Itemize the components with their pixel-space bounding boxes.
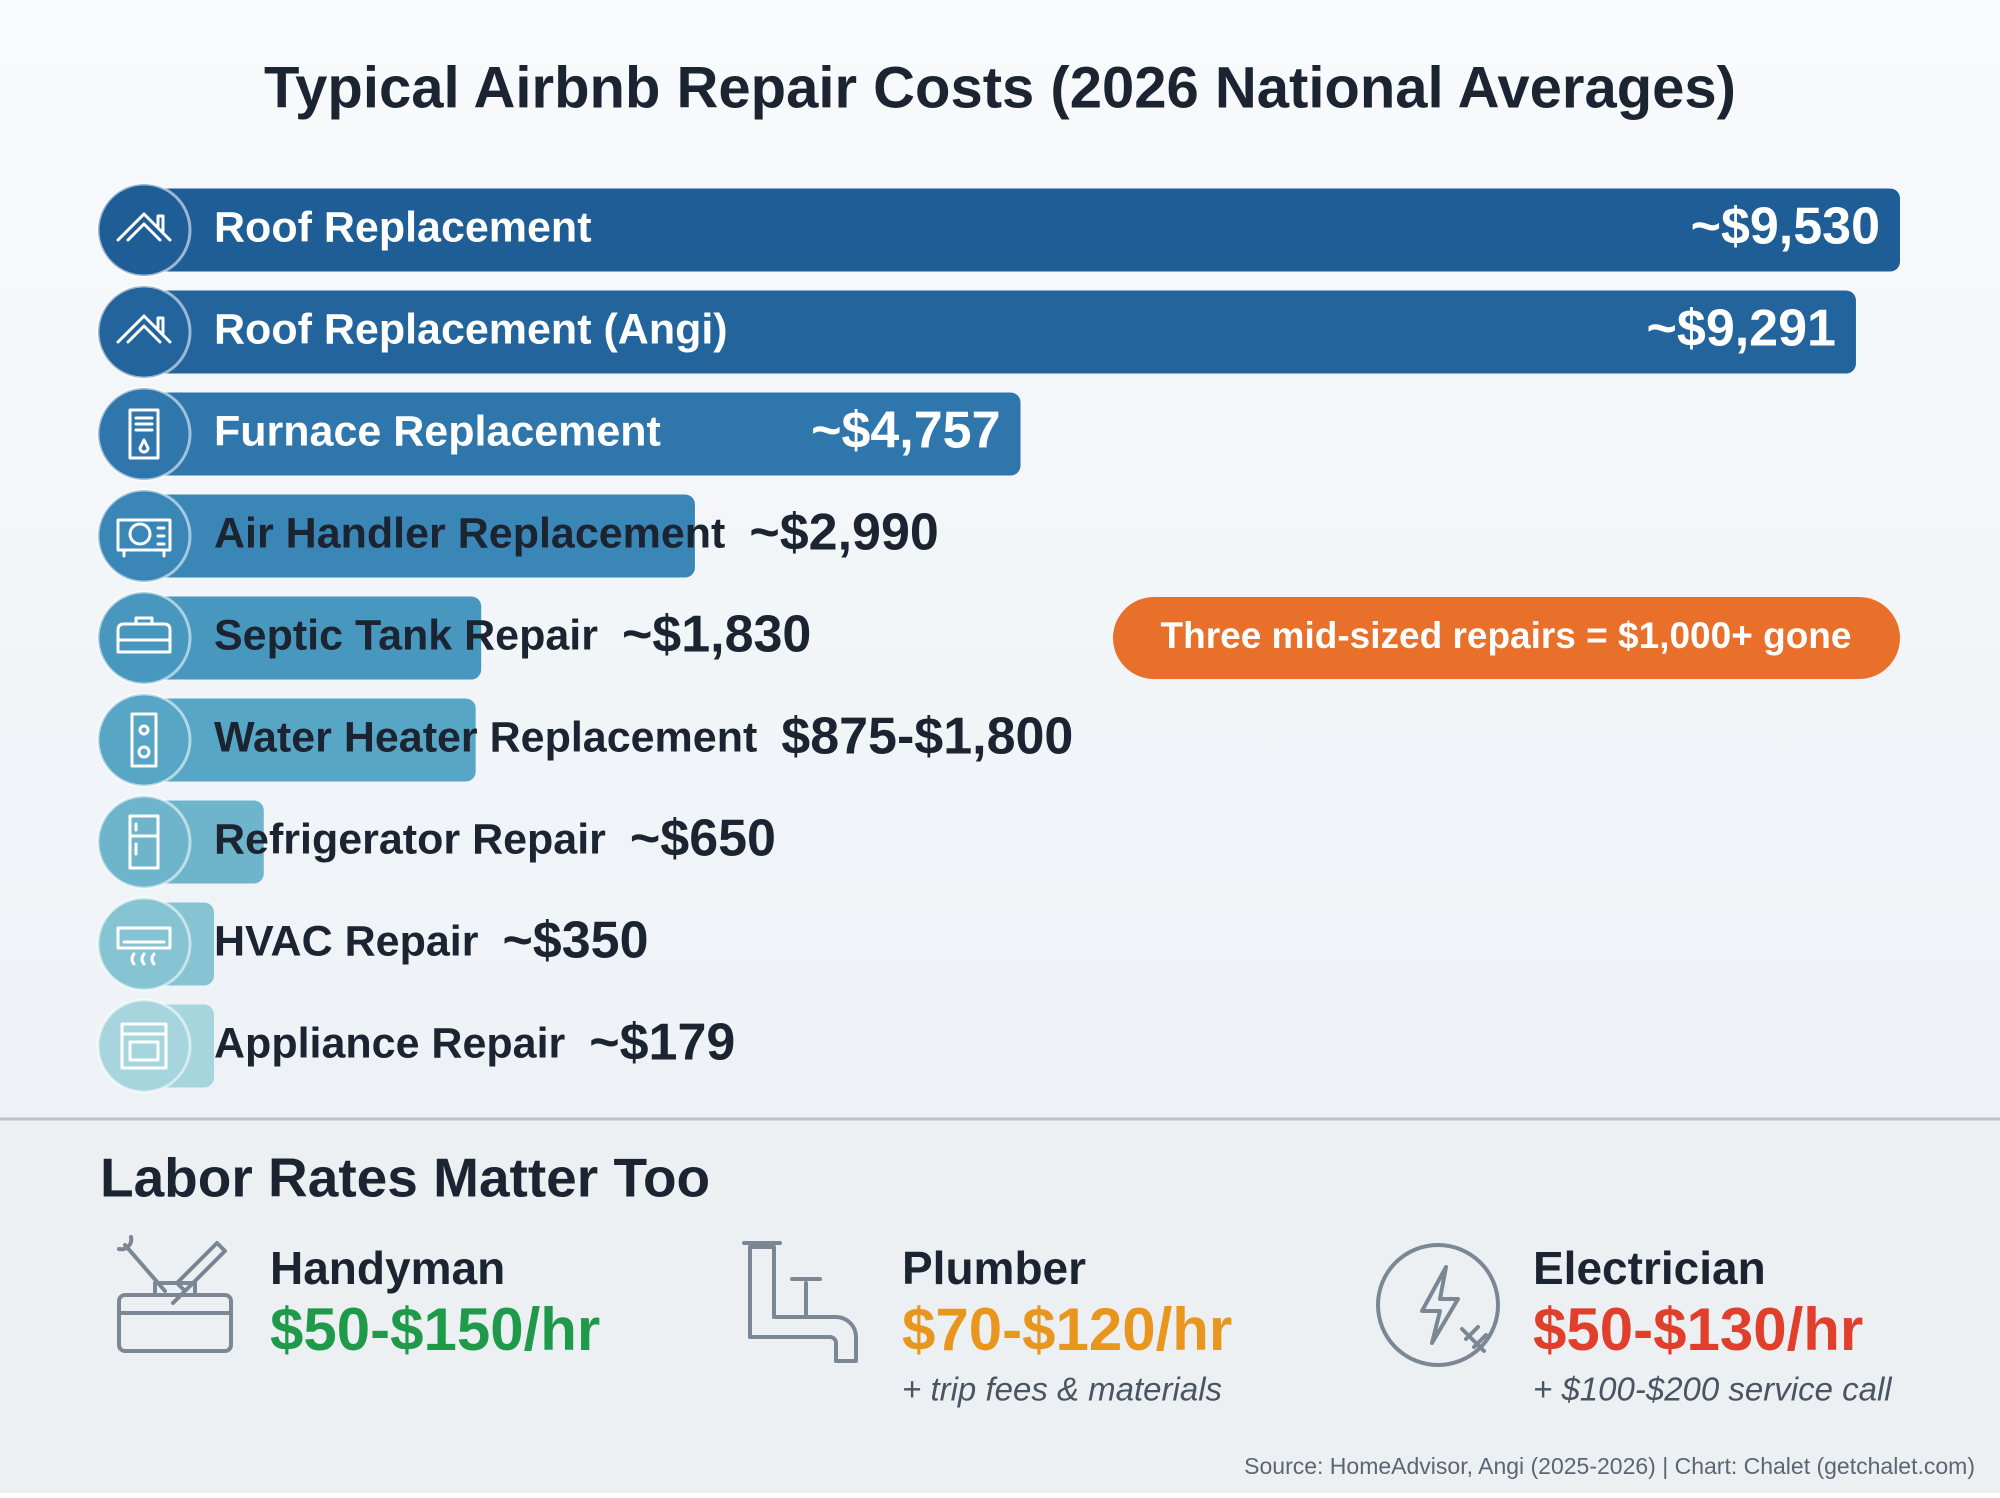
- category-label: Water Heater Replacement: [214, 713, 757, 761]
- bar-icon-circle: [96, 896, 192, 992]
- category-label: Roof Replacement: [214, 203, 592, 251]
- bar-icon-circle: [96, 386, 192, 482]
- plumber-icon: [742, 1241, 858, 1363]
- labor-rate: $50-$150/hr: [270, 1296, 600, 1363]
- lower-panel: [0, 1119, 2000, 1493]
- source-note: Source: HomeAdvisor, Angi (2025-2026) | …: [1244, 1453, 1975, 1479]
- value-label: ~$4,757: [811, 402, 1000, 460]
- bar-icon: [128, 408, 160, 460]
- labor-name: Handyman: [270, 1242, 505, 1294]
- labor-title: Labor Rates Matter Too: [100, 1147, 710, 1209]
- electrician-icon: [1376, 1243, 1500, 1367]
- value-label: $875-$1,800: [781, 708, 1073, 766]
- bar-icon: [116, 616, 172, 654]
- bar-icon: [120, 1022, 168, 1070]
- bar: [144, 392, 1021, 476]
- bar-icon-circle: [96, 284, 192, 380]
- category-label: HVAC Repair: [214, 917, 479, 965]
- handyman-icon: [117, 1235, 233, 1353]
- labor-name: Electrician: [1533, 1242, 1766, 1294]
- bar: [144, 494, 695, 578]
- bar-chart: Roof Replacement ~$9,530 Roof Replacement …: [96, 182, 1900, 1094]
- labor-rate: $50-$130/hr: [1533, 1296, 1863, 1363]
- bar-icon: [128, 814, 160, 870]
- annotation-pill: [1113, 597, 1900, 679]
- bar: [144, 188, 1900, 272]
- bar: [144, 596, 482, 680]
- value-label: ~$1,830: [622, 606, 811, 664]
- value-label: ~$179: [589, 1014, 735, 1072]
- bar: [144, 698, 476, 782]
- labor-name: Plumber: [902, 1242, 1086, 1294]
- bar-icon-circle: [96, 182, 192, 278]
- bar-icon-circle: [96, 590, 192, 686]
- bar-icon: [130, 712, 158, 768]
- chart-title: Typical Airbnb Repair Costs (2026 Nation…: [264, 55, 1736, 120]
- category-label: Roof Replacement (Angi): [214, 305, 728, 353]
- value-label: ~$9,291: [1647, 300, 1836, 358]
- bar-icon: [116, 314, 172, 344]
- bar-icon-circle: [96, 794, 192, 890]
- labor-note: + $100-$200 service call: [1533, 1371, 1893, 1408]
- bar: [144, 290, 1856, 374]
- value-label: ~$2,990: [749, 504, 938, 562]
- labor-rate: $70-$120/hr: [902, 1296, 1232, 1363]
- category-label: Refrigerator Repair: [214, 815, 606, 863]
- labor-note: + trip fees & materials: [902, 1371, 1222, 1408]
- value-label: ~$650: [630, 810, 776, 868]
- category-label: Furnace Replacement: [214, 407, 661, 455]
- bar-icon-circle: [96, 998, 192, 1094]
- category-label: Appliance Repair: [214, 1019, 566, 1067]
- category-label: Septic Tank Repair: [214, 611, 598, 659]
- value-label: ~$350: [502, 912, 648, 970]
- annotation: Three mid-sized repairs = $1,000+ gone: [1161, 615, 1852, 656]
- value-label: ~$9,530: [1691, 198, 1880, 256]
- bar-icon-circle: [96, 692, 192, 788]
- bar-icon: [116, 926, 172, 966]
- bar-icon: [116, 518, 172, 558]
- bar-icon: [116, 212, 172, 242]
- category-label: Air Handler Replacement: [214, 509, 725, 557]
- bar-icon-circle: [96, 488, 192, 584]
